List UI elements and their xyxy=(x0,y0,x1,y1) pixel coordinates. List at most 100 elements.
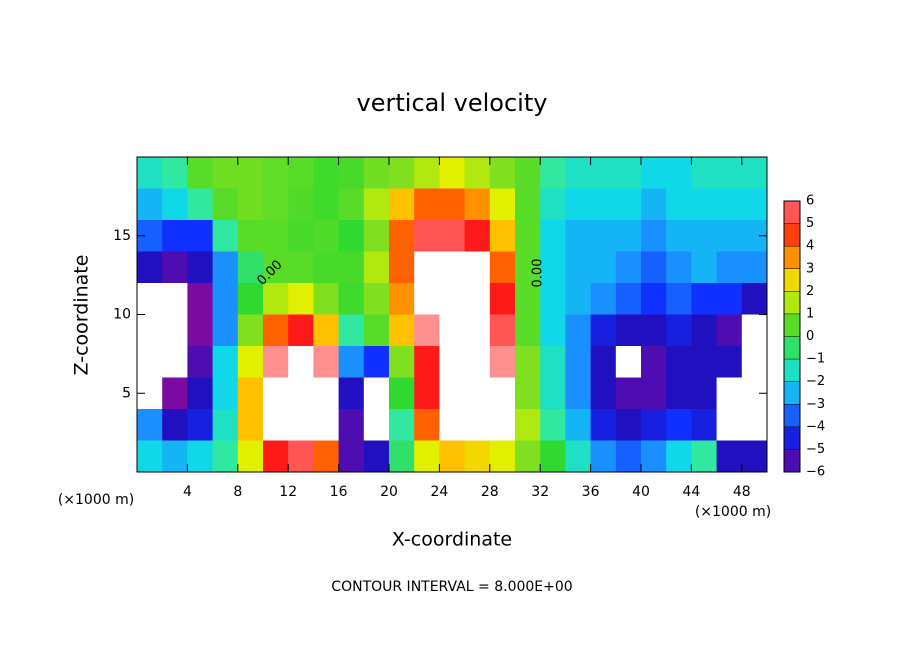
cell xyxy=(414,440,440,473)
cell xyxy=(237,220,264,252)
cell xyxy=(641,377,667,410)
colorbar-label: −1 xyxy=(806,352,825,367)
cell xyxy=(389,377,415,410)
cell xyxy=(162,251,188,284)
cell xyxy=(288,409,314,441)
cell xyxy=(313,220,340,252)
cell xyxy=(212,283,239,315)
cell xyxy=(414,409,440,441)
cell xyxy=(313,314,340,347)
cell xyxy=(489,251,516,284)
x-tick-label: 40 xyxy=(632,484,650,500)
colorbar-label: −5 xyxy=(806,442,825,457)
cell xyxy=(565,251,592,284)
cell xyxy=(414,283,440,315)
cell xyxy=(515,283,541,315)
x-unit-label: (×1000 m) xyxy=(695,504,771,520)
colorbar-band xyxy=(784,336,800,360)
cell xyxy=(439,346,466,378)
x-tick-label: 28 xyxy=(481,484,499,500)
cell xyxy=(187,346,214,378)
cell xyxy=(489,346,516,378)
cell xyxy=(212,377,239,410)
colorbar-label: 0 xyxy=(806,329,814,344)
cell xyxy=(590,283,617,315)
cell xyxy=(162,346,188,378)
cell xyxy=(615,409,642,441)
cell xyxy=(338,283,365,315)
contour-label: 0.00 xyxy=(531,259,546,288)
cell xyxy=(741,157,768,189)
cell xyxy=(338,157,365,189)
cell xyxy=(489,157,516,189)
cell xyxy=(237,314,264,347)
cell xyxy=(389,157,415,189)
cell xyxy=(187,314,214,347)
cell xyxy=(414,314,440,347)
cell xyxy=(590,440,617,473)
cell xyxy=(515,220,541,252)
cell xyxy=(615,220,642,252)
cell xyxy=(641,251,667,284)
cell xyxy=(389,220,415,252)
cell xyxy=(590,157,617,189)
colorbar-label: −3 xyxy=(806,397,825,412)
cell xyxy=(162,188,188,221)
cell xyxy=(615,377,642,410)
cell xyxy=(237,377,264,410)
cell xyxy=(691,409,718,441)
cell xyxy=(263,440,289,473)
cell xyxy=(439,377,466,410)
colorbar-band xyxy=(784,291,800,314)
cell xyxy=(615,157,642,189)
cell xyxy=(237,409,264,441)
cell xyxy=(489,377,516,410)
colorbar-band xyxy=(784,313,800,337)
cell xyxy=(162,157,188,189)
cell xyxy=(691,377,718,410)
colorbar-band xyxy=(784,449,800,472)
x-tick-label: 20 xyxy=(380,484,398,500)
cell xyxy=(288,188,314,221)
cell xyxy=(288,440,314,473)
x-tick-label: 4 xyxy=(183,484,192,500)
colorbar-label: 4 xyxy=(806,239,814,254)
cell xyxy=(565,346,592,378)
cell xyxy=(641,314,667,347)
cell xyxy=(137,314,163,347)
colorbar-band xyxy=(784,359,800,382)
cell xyxy=(237,157,264,189)
cell xyxy=(464,377,491,410)
colorbar-band xyxy=(784,404,800,427)
cell xyxy=(313,377,340,410)
cell xyxy=(439,283,466,315)
cell xyxy=(741,283,768,315)
cell xyxy=(641,283,667,315)
cell xyxy=(489,440,516,473)
cell xyxy=(540,283,566,315)
colorbar-band xyxy=(784,426,800,450)
cell xyxy=(464,283,491,315)
cell xyxy=(137,346,163,378)
cell xyxy=(313,188,340,221)
cell xyxy=(615,188,642,221)
cell xyxy=(439,188,466,221)
cell xyxy=(565,220,592,252)
cell xyxy=(515,377,541,410)
cell xyxy=(540,346,566,378)
cell xyxy=(338,409,365,441)
x-tick-label: 44 xyxy=(682,484,700,500)
cell xyxy=(691,314,718,347)
y-tick-label: 10 xyxy=(113,307,131,323)
cell xyxy=(515,251,541,284)
cell xyxy=(137,251,163,284)
cell xyxy=(666,377,692,410)
x-tick-label: 36 xyxy=(582,484,600,500)
cell xyxy=(389,314,415,347)
cell xyxy=(288,377,314,410)
cell xyxy=(716,220,743,252)
cell xyxy=(540,440,566,473)
cell xyxy=(187,251,214,284)
cell xyxy=(338,440,365,473)
field xyxy=(137,157,768,473)
